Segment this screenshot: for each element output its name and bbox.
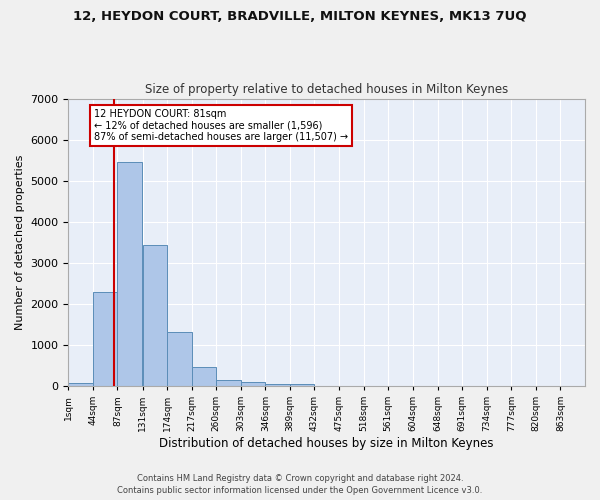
Text: 12 HEYDON COURT: 81sqm
← 12% of detached houses are smaller (1,596)
87% of semi-: 12 HEYDON COURT: 81sqm ← 12% of detached…: [94, 109, 348, 142]
Bar: [265, 384, 290, 386]
Bar: [167, 332, 192, 386]
Y-axis label: Number of detached properties: Number of detached properties: [15, 154, 25, 330]
Bar: [93, 292, 118, 386]
Bar: [68, 383, 93, 386]
Bar: [241, 382, 265, 386]
Bar: [290, 384, 314, 386]
Title: Size of property relative to detached houses in Milton Keynes: Size of property relative to detached ho…: [145, 83, 508, 96]
Bar: [192, 366, 216, 386]
Bar: [143, 245, 167, 386]
Bar: [216, 380, 241, 386]
Text: Contains HM Land Registry data © Crown copyright and database right 2024.
Contai: Contains HM Land Registry data © Crown c…: [118, 474, 482, 495]
Text: 12, HEYDON COURT, BRADVILLE, MILTON KEYNES, MK13 7UQ: 12, HEYDON COURT, BRADVILLE, MILTON KEYN…: [73, 10, 527, 23]
Bar: [118, 162, 142, 386]
X-axis label: Distribution of detached houses by size in Milton Keynes: Distribution of detached houses by size …: [160, 437, 494, 450]
